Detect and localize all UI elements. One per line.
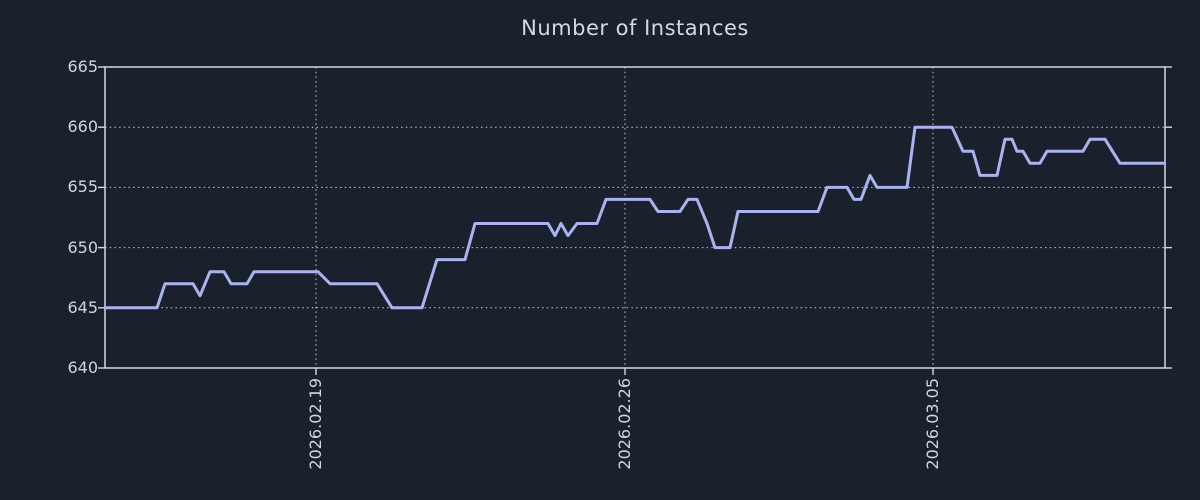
y-tick-label: 650 [67, 237, 98, 257]
chart-title: Number of Instances [521, 16, 749, 40]
y-tick-label: 640 [67, 358, 98, 377]
series-line-instances [105, 125, 1165, 310]
y-tick-label: 655 [67, 177, 98, 197]
y-tick-label: 665 [67, 57, 98, 76]
plot-border [104, 66, 1166, 369]
x-tick-label: 2026.02.19 [306, 378, 325, 470]
y-tick-label: 645 [67, 297, 98, 317]
y-tick-label: 660 [67, 117, 98, 137]
x-tick-label: 2026.03.05 [923, 378, 942, 470]
x-tick-label: 2026.02.26 [615, 378, 634, 470]
